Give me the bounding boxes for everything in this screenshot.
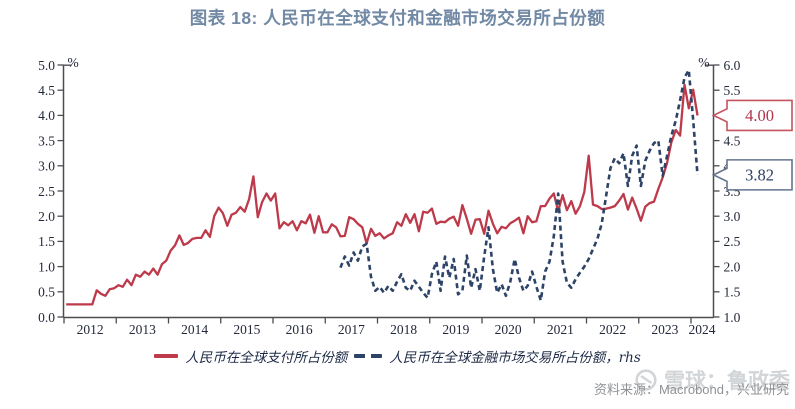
- left-axis-tick-label: 4.0: [38, 108, 55, 123]
- left-axis-tick-label: 2.5: [38, 184, 55, 199]
- payments-share-line: [66, 83, 699, 306]
- x-axis-year-label: 2015: [233, 322, 260, 337]
- right-axis-tick-label: 5.5: [724, 83, 741, 98]
- payments-value-callout: [711, 99, 793, 132]
- left-axis-tick-label: 1.0: [38, 259, 55, 274]
- right-axis-tick-label: 4.5: [724, 133, 741, 148]
- axis-lines: [62, 65, 715, 319]
- x-axis-year-label: 2021: [547, 322, 574, 337]
- x-axis-year-label: 2022: [599, 322, 626, 337]
- financial-value-callout: [711, 159, 793, 191]
- legend-label-financial: 人民币在全球金融市场交易所占份额，rhs: [389, 350, 641, 366]
- x-axis-year-label: 2017: [338, 322, 365, 337]
- right-axis-tick-label: 1.5: [724, 285, 741, 300]
- right-axis-tick-label: 2.0: [724, 259, 741, 274]
- legend-swatch-payments-line: [154, 354, 179, 358]
- x-axis-year-label: 2019: [442, 322, 469, 337]
- chart-legend: 人民币在全球支付所占份额 人民币在全球金融市场交易所占份额，rhs: [0, 346, 795, 366]
- x-axis-year-label: 2016: [286, 322, 313, 337]
- right-axis-tick-label: 6.0: [724, 58, 741, 73]
- x-axis-year-label: 2023: [651, 322, 678, 337]
- legend-label-payments: 人民币在全球支付所占份额: [185, 350, 348, 366]
- left-axis-tick-label: 0.0: [38, 310, 55, 325]
- left-axis-tick-label: 3.0: [38, 159, 55, 174]
- left-axis-tick-label: 2.0: [38, 209, 55, 224]
- financial-value-callout-label: 3.82: [745, 166, 774, 185]
- legend-swatch-financial-line: [354, 354, 383, 358]
- x-axis-year-label: 2013: [129, 322, 156, 337]
- left-axis-tick-label: 4.5: [38, 83, 55, 98]
- x-axis-year-label: 2020: [495, 322, 522, 337]
- left-axis-tick-label: 1.5: [38, 234, 55, 249]
- x-axis-year-label: 2012: [77, 322, 104, 337]
- right-axis-unit-label: %: [698, 55, 709, 70]
- financial-markets-share-line: [339, 68, 699, 302]
- right-axis-tick-label: 3.0: [724, 209, 741, 224]
- x-axis-year-label: 2018: [390, 322, 417, 337]
- left-axis-tick-label: 5.0: [38, 58, 55, 73]
- left-axis-tick-label: 3.5: [38, 133, 55, 148]
- chart-title: 图表 18: 人民币在全球支付和金融市场交易所占份额: [189, 8, 606, 28]
- x-axis-year-label: 2024: [689, 322, 716, 337]
- left-axis-unit-label: %: [68, 55, 79, 70]
- left-axis-tick-label: 0.5: [38, 285, 55, 300]
- x-axis-year-label: 2014: [181, 322, 208, 337]
- source-note: 资料来源：Macrobond，兴业研究: [593, 382, 789, 397]
- payments-value-callout-label: 4.00: [745, 106, 774, 125]
- right-axis-tick-label: 2.5: [724, 234, 741, 249]
- right-axis-tick-label: 1.0: [724, 310, 741, 325]
